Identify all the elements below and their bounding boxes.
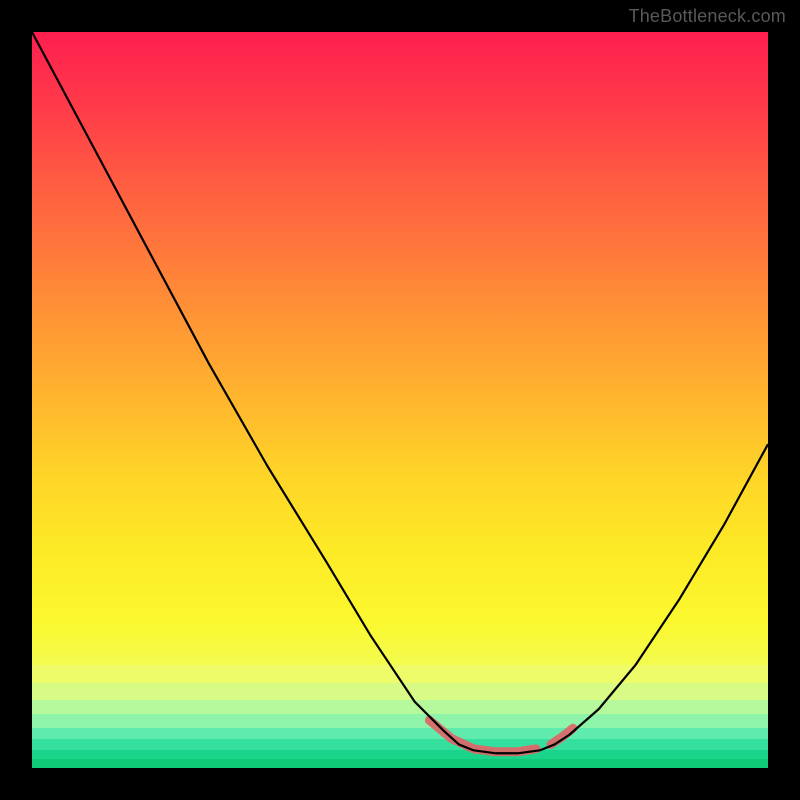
attribution-text: TheBottleneck.com [629, 6, 786, 27]
highlight-segment [429, 720, 536, 752]
plot-svg [32, 32, 768, 768]
chart-frame: TheBottleneck.com [0, 0, 800, 800]
chart-inner [32, 32, 768, 768]
bottleneck-curve [32, 32, 768, 753]
highlight-segment [551, 728, 573, 744]
